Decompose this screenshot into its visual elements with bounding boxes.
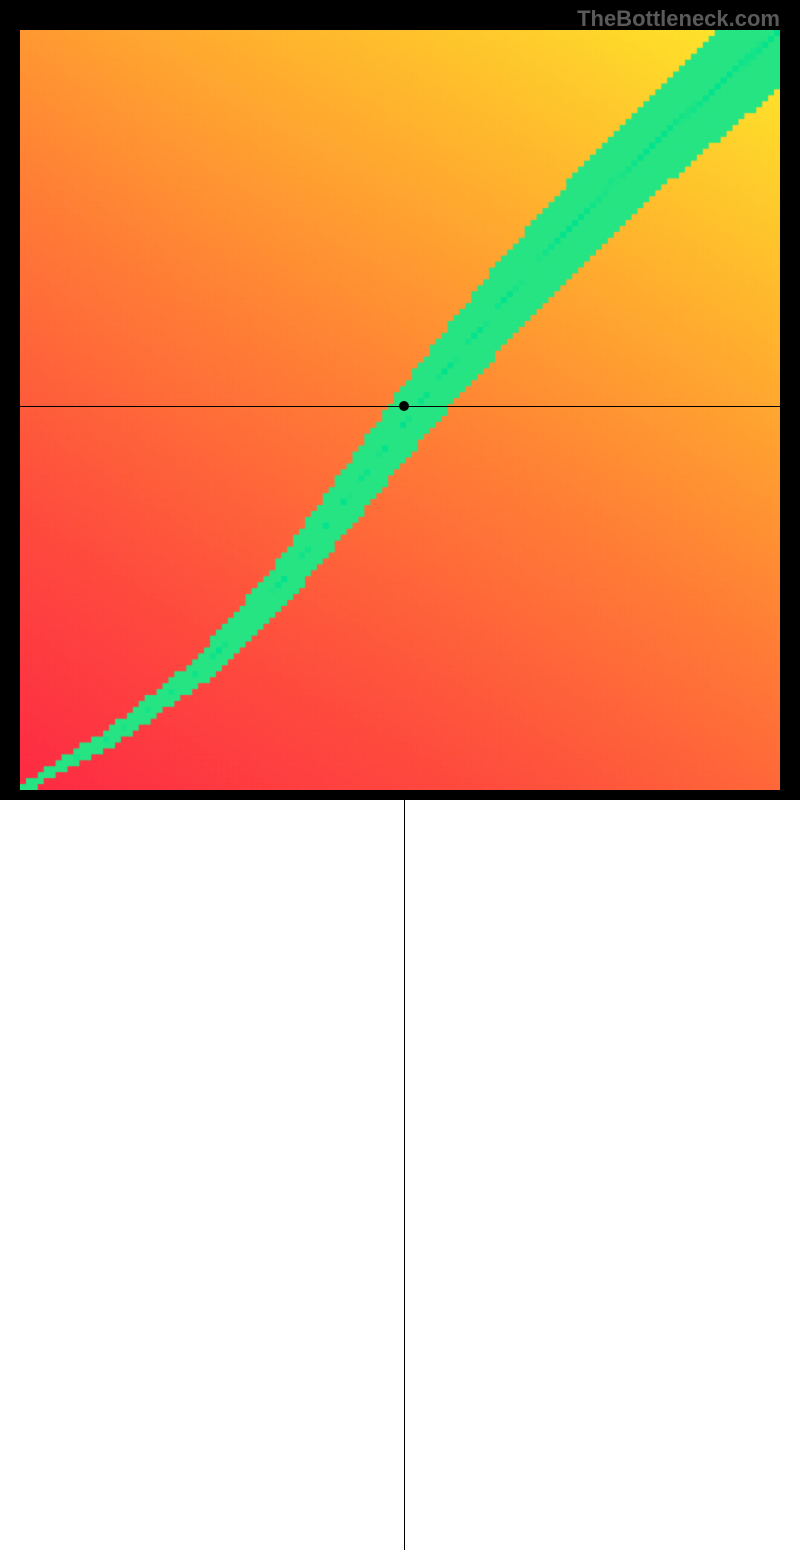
crosshair-vertical [404, 790, 405, 1550]
chart-container: TheBottleneck.com [0, 0, 800, 800]
watermark-text: TheBottleneck.com [577, 6, 780, 32]
crosshair-marker [399, 401, 409, 411]
heatmap-plot [20, 30, 780, 790]
